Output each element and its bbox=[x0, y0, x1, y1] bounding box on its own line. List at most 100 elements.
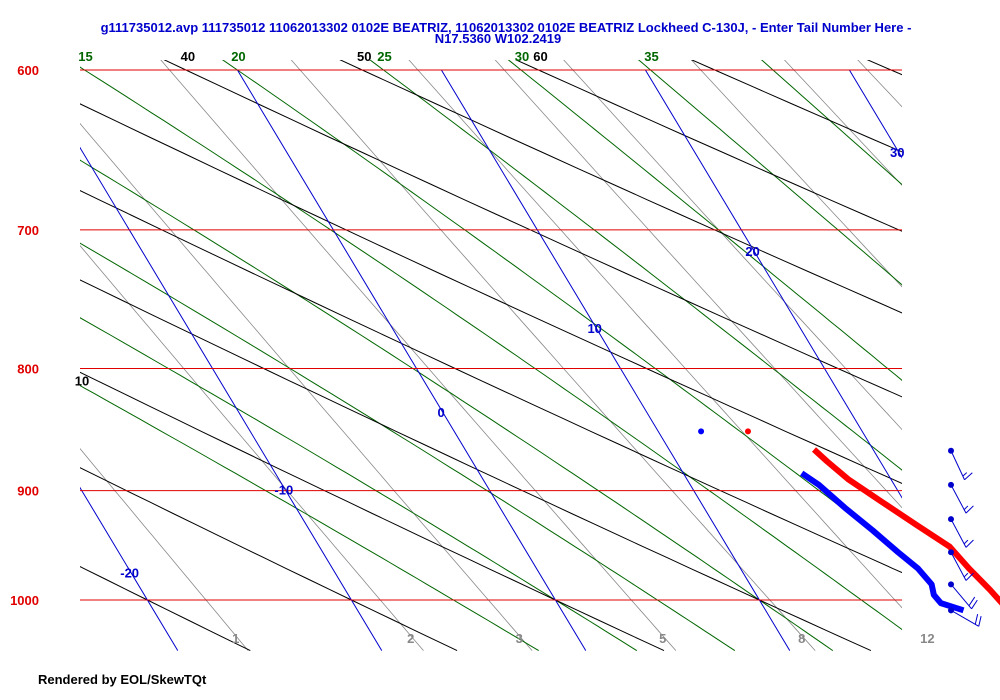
moist-adiabat-label: 30 bbox=[515, 49, 529, 64]
footer-credit: Rendered by EOL/SkewTQt bbox=[38, 672, 207, 687]
dry-adiabat-line bbox=[80, 189, 902, 574]
wind-barb-staff bbox=[950, 609, 979, 627]
dry-adiabat-line bbox=[80, 103, 902, 484]
temperature-trace bbox=[811, 447, 1000, 606]
moist-adiabat-line bbox=[637, 60, 902, 286]
dewpoint-point bbox=[698, 428, 705, 435]
wind-barb-flag bbox=[971, 599, 978, 610]
dry-adiabat-label: 60 bbox=[533, 49, 547, 64]
isobar-label: 1000 bbox=[10, 593, 39, 608]
isobar-label: 800 bbox=[17, 361, 39, 376]
moist-adiabat-line bbox=[80, 159, 834, 652]
moist-adiabats bbox=[80, 60, 902, 652]
isotherm-label: 30 bbox=[890, 145, 904, 160]
dewpoint-trace bbox=[800, 470, 965, 614]
dry-adiabat-line bbox=[80, 279, 872, 652]
mixing-ratio-lines bbox=[80, 35, 1000, 651]
moist-adiabat-label: 20 bbox=[231, 49, 245, 64]
mixing-ratio-label: 12 bbox=[920, 631, 934, 646]
wind-barb-staff bbox=[950, 583, 972, 610]
dry-adiabat-line bbox=[985, 35, 1000, 651]
isotherm-label: -10 bbox=[274, 483, 293, 498]
wind-barb-half-flag bbox=[963, 572, 969, 578]
wind-barb bbox=[948, 447, 973, 481]
mixing-ratio-line bbox=[80, 448, 249, 651]
wind-barb bbox=[948, 581, 978, 610]
mixing-ratio-line bbox=[408, 60, 902, 609]
mixing-ratio-line bbox=[494, 60, 902, 509]
dry-adiabat-line bbox=[80, 565, 251, 652]
chart-title: g111735012.avp 111735012 11062013302 010… bbox=[101, 20, 912, 35]
wind-barb bbox=[948, 607, 982, 627]
mixing-ratio-line bbox=[80, 122, 533, 651]
wind-barb-half-flag bbox=[963, 505, 969, 510]
dry-adiabat-line bbox=[80, 371, 665, 652]
dry-adiabat-line bbox=[163, 60, 902, 398]
wind-barb-half-flag bbox=[962, 472, 968, 477]
isotherm-label: 20 bbox=[745, 244, 759, 259]
wind-barb-half-flag bbox=[963, 539, 969, 545]
moist-adiabat-line bbox=[80, 385, 539, 652]
wind-barb-flag bbox=[965, 539, 974, 548]
dry-adiabat-line bbox=[515, 60, 902, 232]
wind-barbs bbox=[948, 447, 982, 627]
moist-adiabat-label: 15 bbox=[78, 49, 92, 64]
moist-adiabat-line bbox=[507, 60, 902, 381]
mixing-ratio-line bbox=[160, 60, 677, 651]
dry-adiabat-label: 50 bbox=[357, 49, 371, 64]
chart-subtitle: N17.5360 W102.2419 bbox=[435, 31, 561, 46]
dry-adiabat-line bbox=[80, 467, 458, 652]
moist-adiabat-line bbox=[80, 317, 638, 652]
wind-barb-flag bbox=[965, 572, 974, 581]
mixing-ratio-line bbox=[783, 60, 902, 186]
isotherm-label: -20 bbox=[120, 566, 139, 581]
mixing-ratio-label: 5 bbox=[659, 631, 666, 646]
dry-adiabat-label: 40 bbox=[181, 49, 195, 64]
isobar-label: 900 bbox=[17, 484, 39, 499]
mixing-ratio-line bbox=[691, 60, 902, 288]
isotherm-line bbox=[80, 486, 179, 651]
wind-barb-flag bbox=[974, 614, 979, 625]
temperature-point bbox=[744, 428, 751, 435]
moist-adiabat-line bbox=[222, 60, 902, 554]
wind-barb bbox=[948, 481, 974, 514]
mixing-ratio-line bbox=[990, 35, 1000, 651]
isotherm-line bbox=[236, 69, 587, 651]
mixing-ratio-line bbox=[290, 60, 816, 651]
moist-adiabat-label: 35 bbox=[644, 49, 658, 64]
isobar-label: 700 bbox=[17, 223, 39, 238]
isotherm-line bbox=[644, 69, 902, 499]
wind-barb-staff bbox=[950, 518, 967, 548]
dry-adiabat-line bbox=[690, 60, 902, 153]
wind-barb-staff bbox=[950, 484, 967, 514]
line-labels: 6007008009001000-20-10010203040405060105… bbox=[10, 49, 935, 646]
moist-adiabat-line bbox=[760, 60, 902, 186]
dry-adiabat-label: 10 bbox=[75, 373, 89, 388]
isotherm-label: 0 bbox=[438, 405, 445, 420]
isobars bbox=[80, 69, 902, 601]
isotherm-label: 10 bbox=[587, 321, 601, 336]
mixing-ratio-label: 1 bbox=[232, 631, 239, 646]
wind-barb-flag bbox=[965, 505, 974, 514]
moist-adiabat-line bbox=[80, 242, 736, 652]
sounding-profiles bbox=[698, 428, 1000, 614]
dry-adiabat-line bbox=[339, 60, 902, 314]
wind-barb-flag bbox=[978, 616, 982, 627]
wind-barb bbox=[948, 516, 974, 548]
mixing-ratio-label: 3 bbox=[516, 631, 523, 646]
moist-adiabat-line bbox=[80, 66, 902, 631]
wind-barb-flag bbox=[964, 472, 973, 481]
isotherm-line bbox=[80, 146, 383, 651]
wind-barb-flag bbox=[968, 596, 976, 607]
isotherms bbox=[80, 69, 902, 651]
mixing-ratio-line bbox=[857, 60, 902, 108]
wind-barb-staff bbox=[950, 450, 965, 480]
moist-adiabat-line bbox=[369, 60, 902, 471]
mixing-ratio-line bbox=[563, 60, 902, 431]
wind-barb-staff bbox=[950, 551, 967, 581]
isotherm-line bbox=[440, 69, 791, 651]
mixing-ratio-label: 2 bbox=[407, 631, 414, 646]
isobar-label: 600 bbox=[17, 63, 39, 78]
mixing-ratio-label: 8 bbox=[798, 631, 805, 646]
